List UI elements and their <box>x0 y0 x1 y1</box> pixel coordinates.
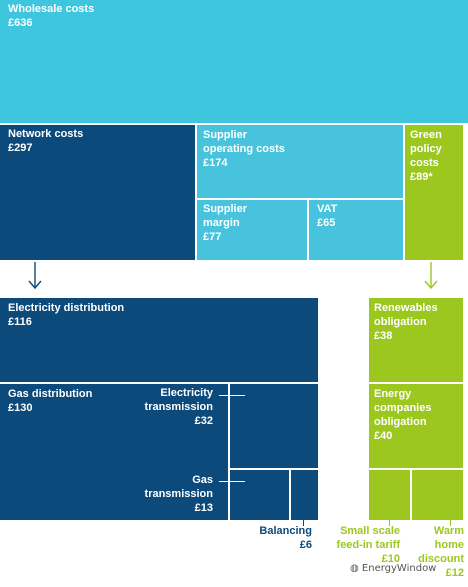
value-warm-home-discount: £12 <box>445 567 464 579</box>
tile-renewables-obligation: Renewables obligation £38 <box>369 298 463 382</box>
arrow-down-green-icon <box>424 262 438 290</box>
value-supplier-margin: £77 <box>203 231 222 243</box>
label-block-small-scale-feed-in-tariff: Small scale feed-in tariff £10 <box>330 524 400 566</box>
tile-electricity-transmission <box>230 384 318 468</box>
value-network-costs: £297 <box>8 142 33 154</box>
leader-gas-transmission <box>219 481 245 482</box>
leader-electricity-transmission <box>219 395 245 396</box>
label-wholesale-costs: Wholesale costs <box>8 3 95 15</box>
tile-energy-companies-obligation: Energy companies obligation £40 <box>369 384 463 468</box>
label-warm-home-discount: Warm home discount <box>418 525 464 565</box>
value-vat: £65 <box>317 217 336 229</box>
value-renewables-obligation: £38 <box>374 330 393 342</box>
tile-gas-distribution: Gas distribution £130 <box>0 384 228 520</box>
value-electricity-distribution: £116 <box>8 316 32 328</box>
value-green-policy-costs: £89* <box>410 171 433 183</box>
leader-small-scale-feed-in-tariff <box>389 520 390 526</box>
label-block-warm-home-discount: Warm home discount £12 <box>410 524 464 580</box>
value-energy-companies-obligation: £40 <box>374 430 393 442</box>
label-gas-distribution: Gas distribution <box>8 388 93 400</box>
tile-balancing <box>291 470 318 520</box>
label-network-costs: Network costs <box>8 128 84 140</box>
value-small-scale-feed-in-tariff: £10 <box>381 553 400 565</box>
tile-supplier-operating-costs: Supplier operating costs £174 <box>197 125 403 198</box>
tile-small-scale-feed-in-tariff <box>369 470 410 520</box>
label-small-scale-feed-in-tariff: Small scale feed-in tariff <box>336 525 400 551</box>
value-gas-distribution: £130 <box>8 402 33 414</box>
label-block-electricity-transmission: Electricity transmission £32 <box>130 386 213 428</box>
tile-gas-transmission <box>230 470 289 520</box>
label-electricity-transmission: Electricity transmission <box>144 387 213 413</box>
value-balancing: £6 <box>299 539 312 551</box>
tile-warm-home-discount <box>412 470 463 520</box>
tile-wholesale-costs: Wholesale costs £636 <box>0 0 468 123</box>
tile-vat: VAT £65 <box>309 200 403 260</box>
leader-warm-home-discount <box>450 520 451 526</box>
watermark-text: EnergyWindow <box>361 563 437 574</box>
label-green-policy-costs: Green policy costs <box>410 129 442 169</box>
wechat-icon: ◍ <box>350 563 359 574</box>
value-supplier-operating-costs: £174 <box>203 157 228 169</box>
label-electricity-distribution: Electricity distribution <box>8 302 125 314</box>
label-supplier-margin: Supplier margin <box>203 203 248 229</box>
value-wholesale-costs: £636 <box>8 17 33 29</box>
label-balancing: Balancing <box>259 525 312 537</box>
tile-network-costs: Network costs £297 <box>0 125 195 260</box>
tile-electricity-distribution: Electricity distribution £116 <box>0 298 318 382</box>
label-supplier-operating-costs: Supplier operating costs <box>203 129 285 155</box>
tile-green-policy-costs: Green policy costs £89* <box>405 125 463 260</box>
label-block-gas-transmission: Gas transmission £13 <box>130 473 213 515</box>
watermark: ◍ EnergyWindow <box>350 563 436 574</box>
label-energy-companies-obligation: Energy companies obligation <box>374 388 432 428</box>
tile-supplier-margin: Supplier margin £77 <box>197 200 307 260</box>
label-block-balancing: Balancing £6 <box>232 524 312 552</box>
value-electricity-transmission: £32 <box>194 415 213 427</box>
leader-balancing <box>303 520 304 526</box>
arrow-down-network-icon <box>28 262 42 290</box>
value-gas-transmission: £13 <box>194 502 213 514</box>
label-renewables-obligation: Renewables obligation <box>374 302 438 328</box>
label-gas-transmission: Gas transmission <box>144 474 213 500</box>
label-vat: VAT <box>317 203 338 215</box>
